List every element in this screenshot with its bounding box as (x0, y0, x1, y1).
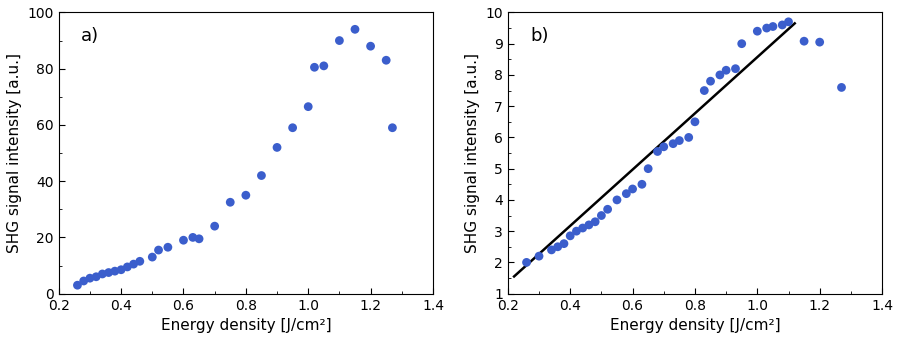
Point (102, 270, 116, 275)
Point (750, 29, 764, 34)
Point (569, 228, 583, 234)
Point (519, 260, 534, 265)
Point (192, 236, 206, 241)
Point (544, 247, 559, 253)
Point (126, 261, 140, 267)
Point (385, 125, 400, 131)
Point (641, 166, 655, 171)
Point (332, 38, 347, 43)
Point (719, 68, 733, 73)
X-axis label: Energy density [J/cm²]: Energy density [J/cm²] (609, 318, 780, 333)
Point (151, 247, 166, 253)
Point (651, 149, 665, 154)
Point (254, 173, 268, 178)
Point (379, 57, 393, 63)
Point (775, 22, 789, 28)
Point (317, 63, 331, 69)
Point (557, 241, 572, 246)
Point (347, 27, 362, 32)
Point (76, 278, 91, 284)
Point (114, 267, 129, 272)
Point (834, 85, 849, 90)
Point (120, 264, 134, 270)
Point (713, 72, 727, 78)
Point (734, 41, 749, 46)
Point (703, 79, 717, 84)
Point (666, 141, 680, 147)
X-axis label: Energy density [J/cm²]: Energy density [J/cm²] (160, 318, 331, 333)
Point (634, 182, 649, 187)
Point (551, 244, 565, 250)
Point (657, 144, 671, 150)
Point (83, 275, 97, 281)
Point (766, 24, 780, 29)
Text: b): b) (530, 27, 549, 45)
Point (95, 271, 110, 277)
Point (626, 186, 640, 192)
Point (672, 138, 687, 143)
Point (563, 233, 578, 239)
Point (600, 207, 615, 212)
Text: a): a) (81, 27, 99, 45)
Point (208, 223, 222, 229)
Point (238, 192, 253, 198)
Point (796, 38, 811, 44)
Point (185, 235, 200, 240)
Y-axis label: SHG signal intensity [a.u.]: SHG signal intensity [a.u.] (7, 53, 22, 253)
Point (145, 254, 159, 260)
Point (575, 225, 590, 231)
Point (223, 200, 238, 205)
Point (698, 88, 712, 93)
Point (364, 44, 378, 49)
Point (285, 125, 300, 131)
Point (581, 222, 596, 227)
Point (70, 283, 85, 288)
Point (89, 274, 104, 279)
Point (176, 238, 191, 243)
Point (681, 135, 696, 140)
Point (108, 268, 122, 274)
Point (760, 26, 774, 31)
Point (619, 191, 634, 197)
Point (270, 145, 284, 150)
Point (588, 219, 602, 224)
Point (610, 197, 625, 203)
Point (132, 259, 147, 264)
Point (688, 119, 702, 124)
Point (532, 253, 546, 259)
Point (301, 104, 315, 109)
Y-axis label: SHG signal intensity [a.u.]: SHG signal intensity [a.u.] (464, 53, 480, 253)
Point (307, 65, 321, 70)
Point (781, 19, 796, 24)
Point (594, 213, 608, 218)
Point (161, 244, 176, 250)
Point (728, 66, 742, 71)
Point (813, 39, 827, 45)
